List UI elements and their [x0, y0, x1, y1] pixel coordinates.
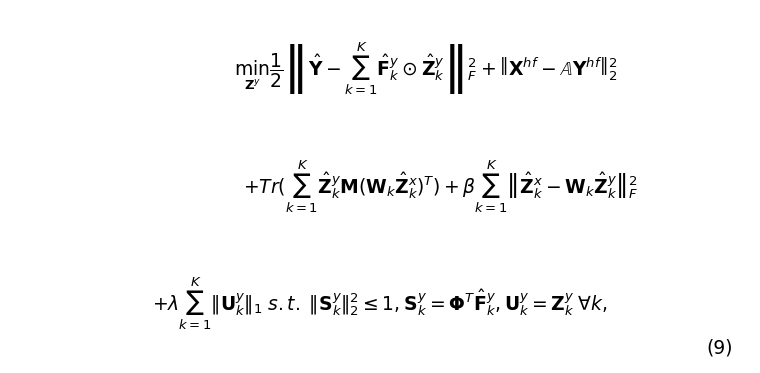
Text: $\underset{\mathbf{Z}^y}{\min} \dfrac{1}{2} \left\| \hat{\mathbf{Y}} - \sum_{k=1: $\underset{\mathbf{Z}^y}{\min} \dfrac{1}…	[233, 41, 617, 97]
Text: $+Tr(\sum_{k=1}^{K} \hat{\mathbf{Z}}_k^y \mathbf{M}(\mathbf{W}_k \hat{\mathbf{Z}: $+Tr(\sum_{k=1}^{K} \hat{\mathbf{Z}}_k^y…	[243, 158, 638, 215]
Text: $+\lambda \sum_{k=1}^{K} \| \mathbf{U}_k^y \|_1 \; \mathit{s.t.} \; \| \mathbf{S: $+\lambda \sum_{k=1}^{K} \| \mathbf{U}_k…	[152, 276, 608, 332]
Text: (9): (9)	[706, 339, 733, 358]
